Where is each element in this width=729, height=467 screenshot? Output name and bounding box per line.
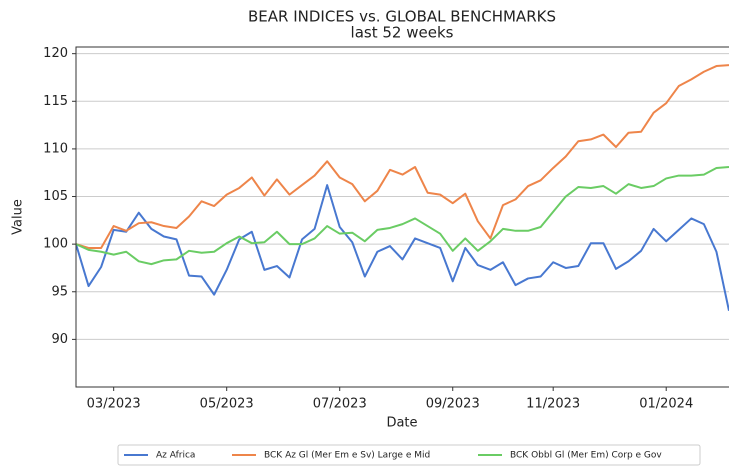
grid (76, 53, 729, 340)
series-line (76, 184, 729, 312)
x-tick-label: 11/2023 (526, 397, 580, 412)
x-tick-label: 07/2023 (313, 397, 367, 412)
legend: Az Africa BCK Az Gl (Mer Em e Sv) Large e… (124, 451, 662, 461)
y-tick-label: 95 (51, 284, 68, 299)
chart-title: BEAR INDICES vs. GLOBAL BENCHMARKS (248, 8, 556, 26)
y-tick-label: 105 (43, 189, 68, 204)
y-tick-label: 90 (51, 332, 68, 347)
series-line (76, 64, 729, 249)
y-tick-label: 110 (43, 141, 68, 156)
plot-frame (75, 46, 729, 388)
series-line (76, 166, 729, 266)
plot-area (76, 64, 729, 312)
y-tick-label: 115 (43, 94, 68, 109)
legend-label: BCK Obbl Gl (Mer Em) Corp e Gov (510, 451, 662, 461)
x-tick-label: 03/2023 (87, 397, 141, 412)
chart-subtitle: last 52 weeks (351, 24, 454, 42)
x-tick-label: 05/2023 (200, 397, 254, 412)
x-tick-label: 09/2023 (426, 397, 480, 412)
y-axis-label: Value (11, 199, 26, 235)
legend-label: Az Africa (156, 451, 195, 461)
y-tick-label: 120 (43, 46, 68, 61)
y-tick-label: 100 (43, 237, 68, 252)
legend-box (117, 444, 701, 466)
x-axis-label: Date (386, 416, 417, 431)
legend-label: BCK Az Gl (Mer Em e Sv) Large e Mid (264, 451, 430, 461)
x-tick-label: 01/2024 (639, 397, 693, 412)
